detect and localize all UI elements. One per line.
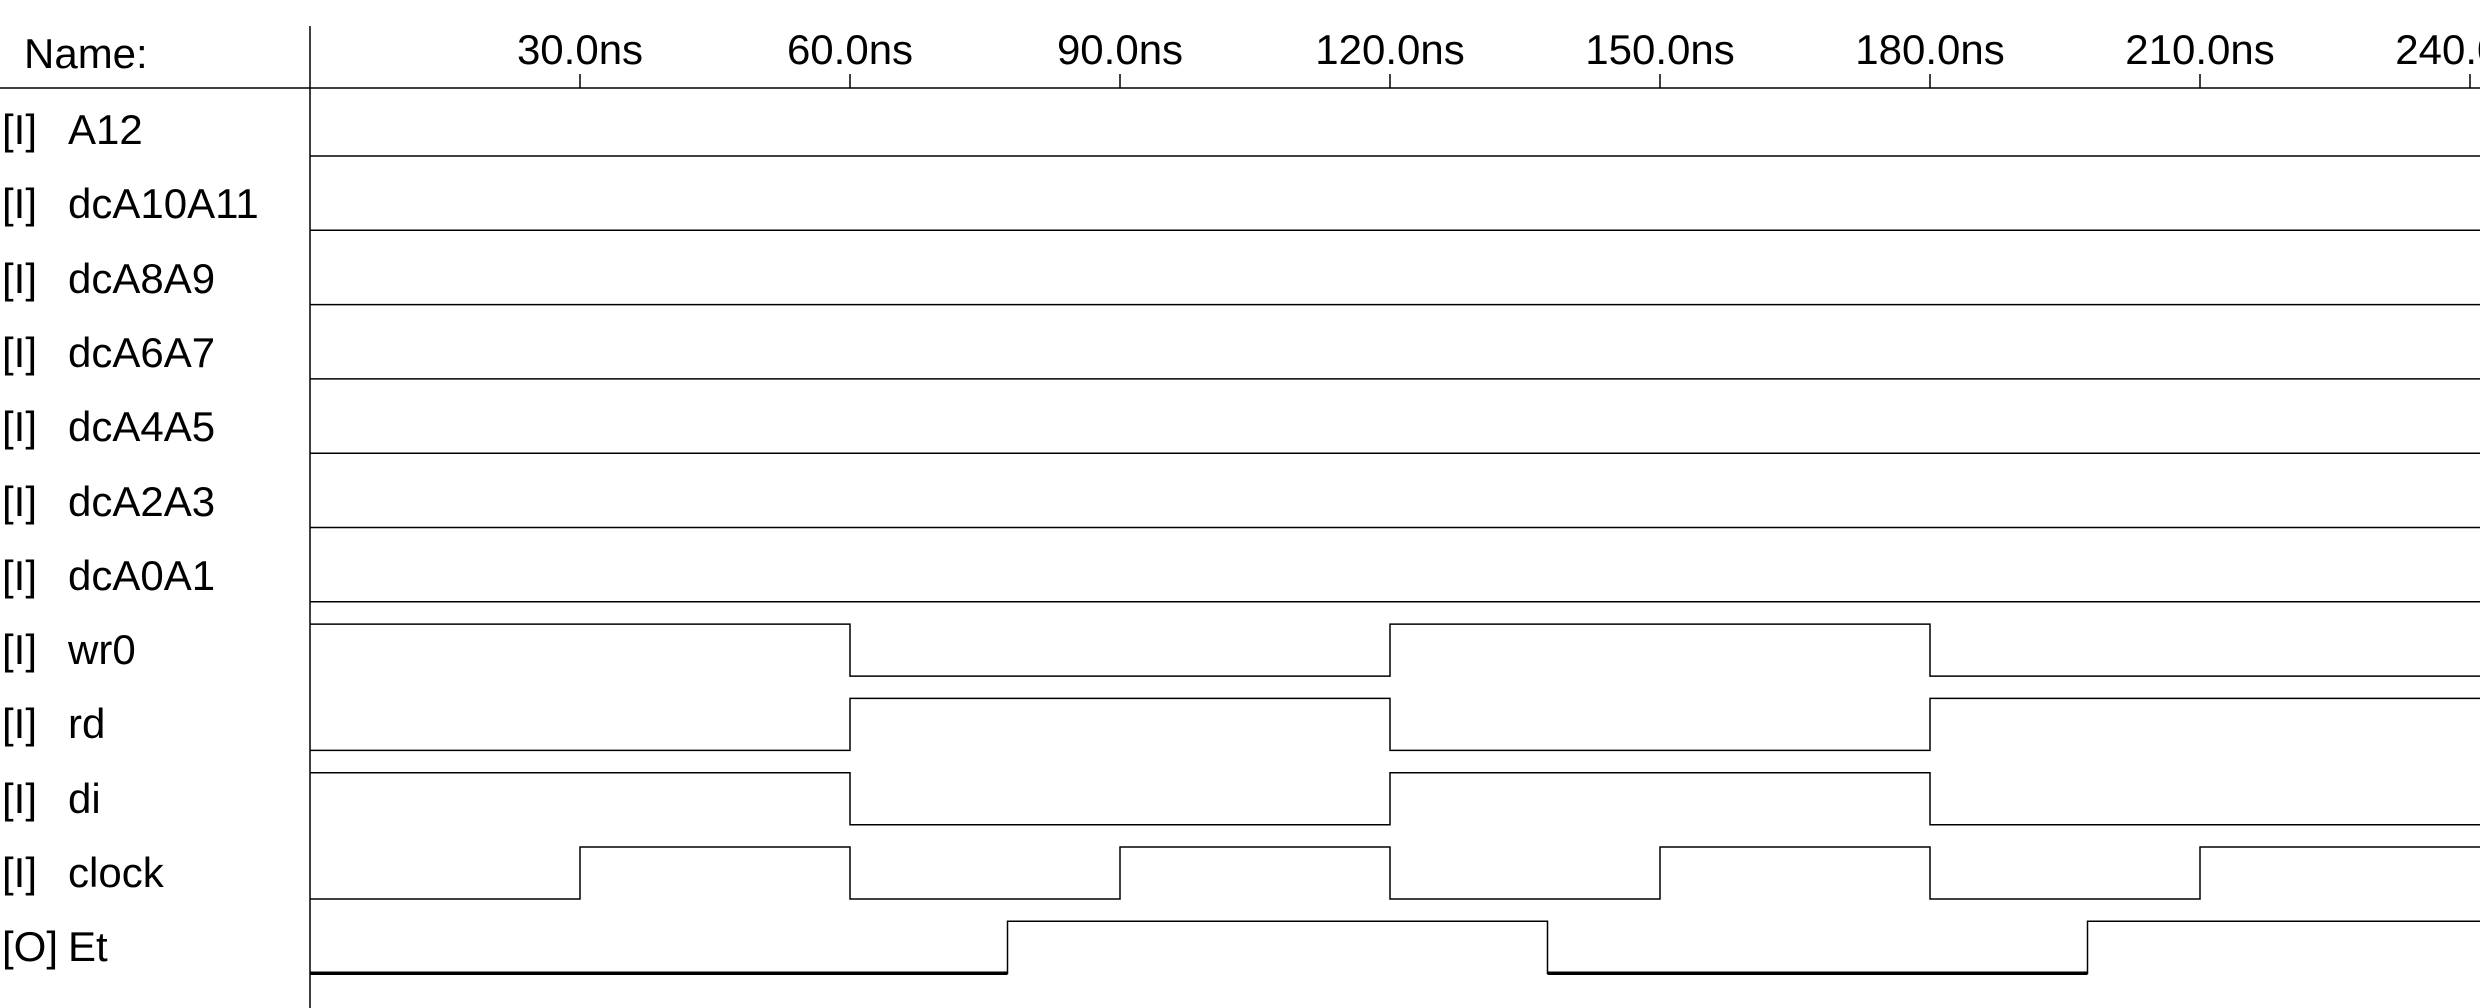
time-tick-label: 30.0ns xyxy=(516,26,644,73)
time-tick-label: 90.0ns xyxy=(1056,26,1184,73)
waveform-Et xyxy=(310,920,2480,975)
signal-type: [I] xyxy=(2,403,38,451)
signal-name: wr0 xyxy=(68,626,136,674)
signal-name: dcA10A11 xyxy=(68,180,259,228)
time-tick-label: 210.0ns xyxy=(2125,26,2275,73)
time-tick-label: 120.0ns xyxy=(1315,26,1465,73)
time-tick-label: 240.0ns xyxy=(2395,26,2480,73)
waveform-wr0 xyxy=(310,623,2480,677)
signal-name: dcA0A1 xyxy=(68,551,216,599)
signal-type: [I] xyxy=(2,774,38,822)
waveform-di xyxy=(310,771,2480,826)
signal-name: dcA8A9 xyxy=(68,254,216,302)
signal-type: [I] xyxy=(2,849,38,896)
time-tick-label: 180.0ns xyxy=(1855,26,2005,73)
waveform-rd xyxy=(310,697,2480,752)
signal-type: [I] xyxy=(2,626,38,674)
signal-name: A12 xyxy=(68,106,143,153)
time-ruler: 30.0ns 60.0ns 90.0ns 120.0ns 150.0ns 180.0ns 2… xyxy=(0,0,2480,90)
signal-type: [I] xyxy=(2,106,38,153)
signal-name: di xyxy=(68,774,101,822)
time-tick-label: 60.0ns xyxy=(786,26,914,73)
signal-name-list: [I] A12 [I] dcA10A11 [I] dcA8A9 [I] dcA6A7 [I] dc… xyxy=(0,0,310,1008)
signal-name: dcA6A7 xyxy=(68,328,216,376)
signal-type: [I] xyxy=(2,254,38,302)
waveform-clock xyxy=(310,846,2480,900)
signal-name: dcA4A5 xyxy=(68,403,216,451)
signal-name: dcA2A3 xyxy=(68,477,216,525)
signal-name: Et xyxy=(68,923,108,971)
time-tick-label: 150.0ns xyxy=(1585,26,1735,73)
signal-type: [I] xyxy=(2,551,38,599)
signal-name: clock xyxy=(68,849,164,896)
signal-type: [I] xyxy=(2,477,38,525)
signal-type: [O] xyxy=(2,923,59,971)
signal-name: rd xyxy=(68,700,106,748)
signal-type: [I] xyxy=(2,328,38,376)
signal-type: [I] xyxy=(2,180,38,228)
signal-type: [I] xyxy=(2,700,38,748)
names-column-header: Name: xyxy=(24,30,148,77)
